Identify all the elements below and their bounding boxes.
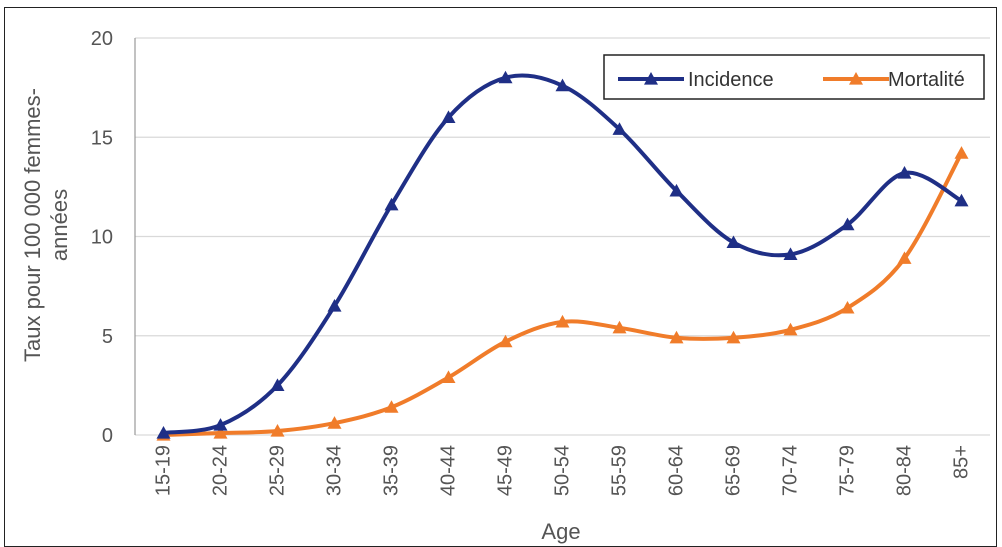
x-tick-label: 25-29: [267, 445, 289, 496]
data-point-mortalite: [384, 400, 399, 413]
y-tick-label: 20: [91, 28, 113, 50]
legend-marker-incidence: [644, 72, 658, 85]
legend-marker-mortalite: [849, 72, 863, 85]
legend-item-incidence: Incidence: [618, 69, 774, 91]
data-point-incidence: [669, 183, 684, 197]
data-point-mortalite: [669, 330, 684, 344]
x-tick-label: 20-24: [210, 445, 232, 496]
data-point-incidence: [783, 247, 798, 260]
data-point-mortalite: [840, 300, 855, 314]
y-axis-title-line-1: Taux pour 100 000 femmes-: [20, 88, 45, 362]
x-tick-label: 70-74: [780, 445, 802, 496]
data-point-mortalite: [327, 416, 342, 429]
data-point-mortalite: [213, 426, 228, 439]
x-tick-label: 45-49: [495, 445, 517, 496]
legend-item-mortalite: Mortalité: [823, 69, 965, 91]
gridlines: [135, 37, 990, 436]
data-point-mortalite: [783, 322, 798, 336]
y-tick-label: 10: [91, 227, 113, 249]
data-point-incidence: [726, 235, 741, 249]
x-axis-title: Age: [541, 519, 580, 544]
x-tick-label: 15-19: [153, 445, 175, 496]
data-point-incidence: [327, 298, 342, 312]
series-line-incidence: [161, 73, 964, 436]
y-axis-title: Taux pour 100 000 femmes- années: [20, 88, 72, 362]
x-tick-label: 75-79: [837, 445, 859, 496]
data-point-incidence: [498, 70, 513, 84]
data-point-incidence: [441, 110, 456, 123]
data-point-mortalite: [441, 370, 456, 384]
data-point-incidence: [270, 378, 285, 391]
y-tick-labels: 0 5 10 15 20: [91, 28, 113, 447]
data-point-incidence: [954, 193, 969, 207]
x-tick-label: 85+: [951, 445, 973, 479]
x-tick-label: 40-44: [438, 445, 460, 496]
x-tick-label: 30-34: [324, 445, 346, 496]
series-line-mortalite: [161, 151, 964, 437]
legend-label-incidence: Incidence: [688, 69, 774, 91]
x-tick-label: 80-84: [894, 445, 916, 496]
data-point-mortalite: [897, 251, 912, 264]
data-point-incidence: [213, 418, 228, 431]
chart-frame: 0 5 10 15 20 15-19 20-24 25-29 30-34 35-39 40-44 4…: [4, 7, 997, 547]
y-axis-title-line-2: années: [47, 189, 72, 261]
x-tick-labels: 15-19 20-24 25-29 30-34 35-39 40-44 45-49 50-54…: [153, 445, 973, 496]
data-point-mortalite: [555, 314, 570, 328]
series-mortalite: [156, 146, 969, 441]
data-point-mortalite: [612, 320, 627, 334]
legend: Incidence Mortalité: [603, 54, 985, 100]
y-tick-label: 15: [91, 127, 113, 149]
line-chart: 0 5 10 15 20 15-19 20-24 25-29 30-34 35-39 40-44 4…: [20, 28, 990, 544]
data-point-incidence: [555, 78, 570, 92]
data-point-incidence: [156, 426, 171, 439]
x-tick-label: 60-64: [666, 445, 688, 496]
series-incidence: [156, 70, 969, 439]
y-tick-label: 0: [102, 425, 113, 447]
x-tick-label: 50-54: [552, 445, 574, 496]
x-tick-label: 35-39: [381, 445, 403, 496]
data-point-mortalite: [726, 330, 741, 344]
data-point-incidence: [384, 197, 399, 211]
series-group: [156, 70, 969, 441]
data-point-mortalite: [954, 146, 969, 159]
x-tick-label: 55-59: [609, 445, 631, 496]
legend-label-mortalite: Mortalité: [888, 69, 965, 91]
data-point-incidence: [612, 122, 627, 135]
x-tick-label: 65-69: [723, 445, 745, 496]
data-point-mortalite: [498, 334, 513, 348]
data-point-mortalite: [270, 424, 285, 437]
data-point-incidence: [897, 165, 912, 179]
data-point-incidence: [840, 217, 855, 231]
y-tick-label: 5: [102, 326, 113, 348]
